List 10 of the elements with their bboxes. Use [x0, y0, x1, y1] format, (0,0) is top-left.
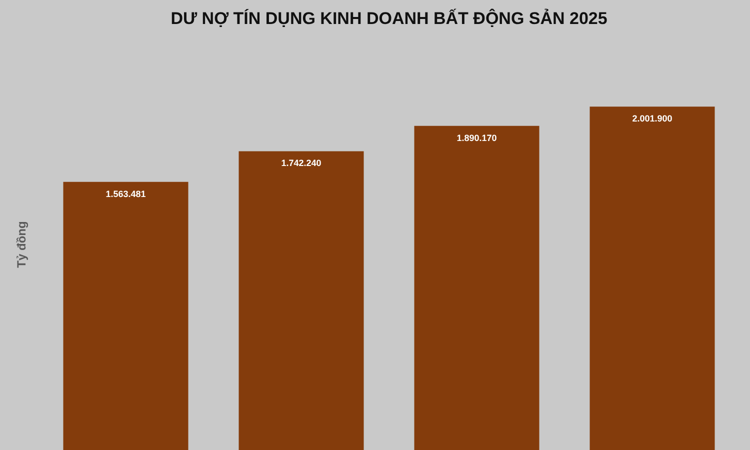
bar [63, 182, 188, 450]
bar [590, 106, 715, 450]
data-label: 1.563.481 [106, 188, 146, 199]
y-axis-title: Tỷ đồng [14, 221, 28, 268]
data-label: 1.742.240 [281, 158, 322, 168]
data-label: 2.001.900 [632, 114, 672, 124]
data-label: 1.890.170 [456, 132, 497, 143]
bar [238, 151, 364, 450]
bar [414, 126, 540, 450]
chart-title: DƯ NỢ TÍN DỤNG KINH DOANH BẤT ĐỘNG SẢN 2025 [170, 8, 608, 28]
